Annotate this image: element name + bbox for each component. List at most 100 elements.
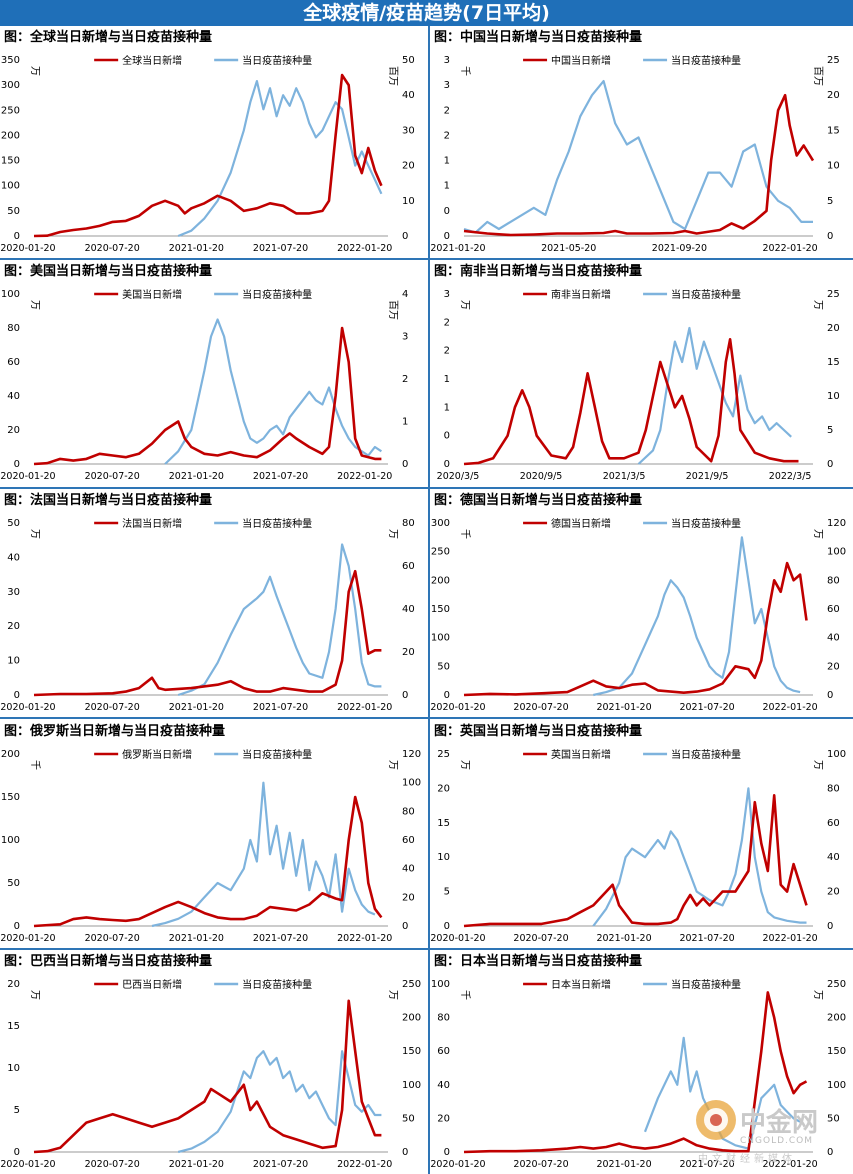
legend-label: 当日疫苗接种量 xyxy=(671,288,741,301)
x-tick-label: 2020-01-20 xyxy=(430,933,485,944)
legend-label: 当日疫苗接种量 xyxy=(242,517,312,530)
legend-label: 当日疫苗接种量 xyxy=(242,748,312,761)
y-right-tick-label: 100 xyxy=(827,1080,846,1091)
y-left-tick-label: 200 xyxy=(431,575,450,586)
legend-label: 南非当日新增 xyxy=(551,288,611,301)
x-tick-label: 2021-07-20 xyxy=(679,702,734,713)
y-left-tick-label: 0 xyxy=(444,459,450,470)
chart-title: 图：美国当日新增与当日疫苗接种量 xyxy=(4,264,213,279)
legend-label: 美国当日新增 xyxy=(122,288,182,301)
x-tick-label: 2021/3/5 xyxy=(603,471,646,482)
y-right-tick-label: 60 xyxy=(827,818,840,829)
chart-uk: 图：英国当日新增与当日疫苗接种量 25 20 15 10 5 0 100 80 60 40 20 0 万… xyxy=(430,720,853,948)
y-right-tick-label: 10 xyxy=(402,196,415,207)
chart-southafrica: 图：南非当日新增与当日疫苗接种量 3 2 2 1 1 0 0 25 20 15 10 5 0 万万 2020… xyxy=(430,260,853,486)
x-tick-label: 2020-07-20 xyxy=(513,702,568,713)
y-right-tick-label: 50 xyxy=(402,1113,415,1124)
y-right-tick-label: 40 xyxy=(827,852,840,863)
y-left-tick-label: 10 xyxy=(437,852,450,863)
y-left-tick-label: 100 xyxy=(431,979,450,990)
y-right-tick-label: 80 xyxy=(402,518,415,529)
y-right-tick-label: 20 xyxy=(827,90,840,101)
x-tick-label: 2020-01-20 xyxy=(430,702,485,713)
x-tick-label: 2022-01-20 xyxy=(337,243,392,254)
y-left-tick-label: 15 xyxy=(7,1021,20,1032)
y-right-tick-label: 0 xyxy=(827,231,833,242)
y-left-tick-label: 150 xyxy=(1,156,20,167)
y-left-tick-label: 5 xyxy=(444,887,450,898)
x-tick-label: 2020-01-20 xyxy=(0,471,55,482)
y-right-tick-label: 120 xyxy=(402,749,421,760)
y-left-unit: 千 xyxy=(459,66,471,76)
y-left-tick-label: 20 xyxy=(437,1113,450,1124)
y-left-unit: 万 xyxy=(29,300,40,310)
legend-label: 日本当日新增 xyxy=(551,978,611,991)
x-tick-label: 2021-01-20 xyxy=(169,243,224,254)
legend-label: 当日疫苗接种量 xyxy=(242,978,312,991)
x-tick-label: 2021-07-20 xyxy=(253,702,308,713)
y-left-tick-label: 20 xyxy=(7,425,20,436)
y-left-tick-label: 60 xyxy=(7,357,20,368)
x-tick-label: 2020-07-20 xyxy=(513,933,568,944)
y-left-tick-label: 3 xyxy=(444,289,450,300)
y-right-tick-label: 0 xyxy=(827,1147,833,1158)
x-tick-label: 2022-01-20 xyxy=(337,471,392,482)
x-tick-label: 2022-01-20 xyxy=(763,243,818,254)
y-left-tick-label: 80 xyxy=(437,1013,450,1024)
y-left-tick-label: 150 xyxy=(1,792,20,803)
y-right-tick-label: 60 xyxy=(827,604,840,615)
y-right-tick-label: 15 xyxy=(827,357,840,368)
legend-label: 巴西当日新增 xyxy=(122,978,182,991)
x-tick-label: 2020-07-20 xyxy=(85,933,140,944)
chart-title: 图：中国当日新增与当日疫苗接种量 xyxy=(434,30,643,45)
chart-china: 图：中国当日新增与当日疫苗接种量 3 3 2 2 1 1 0 0 25 20 15 10 5 0 千百万 20… xyxy=(430,26,853,258)
y-right-tick-label: 3 xyxy=(402,332,408,343)
series-line-cases xyxy=(33,326,382,466)
y-left-tick-label: 30 xyxy=(7,587,20,598)
y-left-unit: 万 xyxy=(29,66,40,76)
x-tick-label: 2020-01-20 xyxy=(0,702,55,713)
y-left-tick-label: 20 xyxy=(437,783,450,794)
y-right-unit: 万 xyxy=(812,760,823,770)
series-line-vaccines xyxy=(151,781,376,928)
chart-title: 图：日本当日新增与当日疫苗接种量 xyxy=(434,954,643,969)
legend-label: 当日疫苗接种量 xyxy=(242,54,312,67)
x-tick-label: 2020-01-20 xyxy=(0,933,55,944)
x-tick-label: 2021/9/5 xyxy=(686,471,729,482)
y-left-tick-label: 300 xyxy=(1,80,20,91)
y-left-tick-label: 200 xyxy=(1,749,20,760)
y-right-tick-label: 5 xyxy=(827,196,833,207)
series-line-cases xyxy=(33,795,383,928)
x-tick-label: 2021-07-20 xyxy=(253,933,308,944)
y-left-tick-label: 10 xyxy=(7,1063,20,1074)
row-divider xyxy=(0,717,853,719)
legend-label: 当日疫苗接种量 xyxy=(671,517,741,530)
y-left-tick-label: 50 xyxy=(7,878,20,889)
chart-title: 图：全球当日新增与当日疫苗接种量 xyxy=(4,30,213,45)
x-tick-label: 2022-01-20 xyxy=(763,702,818,713)
x-tick-label: 2021-01-20 xyxy=(169,933,224,944)
y-right-tick-label: 200 xyxy=(402,1013,421,1024)
x-tick-label: 2021-01-20 xyxy=(430,243,485,254)
series-line-vaccines xyxy=(463,79,813,234)
series-line-cases xyxy=(33,569,382,697)
y-left-tick-label: 150 xyxy=(431,604,450,615)
y-left-unit: 万 xyxy=(459,300,470,310)
y-left-tick-label: 1 xyxy=(444,374,450,385)
chart-svg: 25 20 15 10 5 0 100 80 60 40 20 0 万 万 2020-01-20 2020-0… xyxy=(430,748,846,944)
series-line-cases xyxy=(463,338,799,466)
y-right-tick-label: 40 xyxy=(402,90,415,101)
y-right-tick-label: 100 xyxy=(402,1080,421,1091)
legend-label: 当日疫苗接种量 xyxy=(242,288,312,301)
y-left-unit: 千 xyxy=(459,990,471,1000)
y-right-tick-label: 0 xyxy=(402,690,408,701)
y-left-tick-label: 300 xyxy=(431,518,450,529)
chart-title: 图：巴西当日新增与当日疫苗接种量 xyxy=(4,954,213,969)
series-line-vaccines xyxy=(164,318,383,465)
series-line-cases xyxy=(463,794,808,928)
y-right-tick-label: 4 xyxy=(402,289,408,300)
